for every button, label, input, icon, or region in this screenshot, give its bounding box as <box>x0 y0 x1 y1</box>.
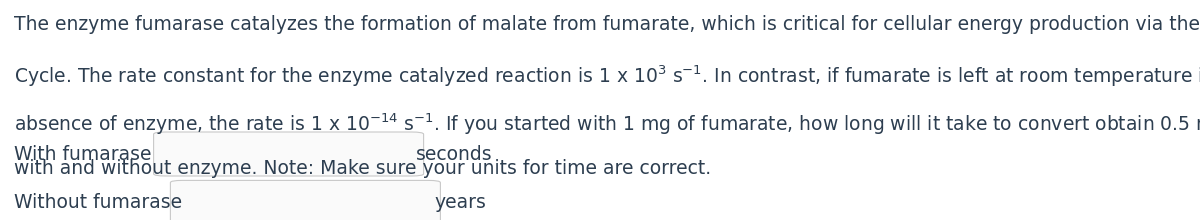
Text: seconds: seconds <box>416 145 493 163</box>
Text: Without fumarase: Without fumarase <box>14 193 182 212</box>
FancyBboxPatch shape <box>154 132 424 176</box>
Text: years: years <box>434 193 486 212</box>
FancyBboxPatch shape <box>170 180 440 220</box>
Text: with and without enzyme. Note: Make sure your units for time are correct.: with and without enzyme. Note: Make sure… <box>14 159 712 178</box>
Text: With fumarase: With fumarase <box>14 145 152 163</box>
Text: absence of enzyme, the rate is 1 x 10$^{\mathregular{-14}}$ s$^{\mathregular{-1}: absence of enzyme, the rate is 1 x 10$^{… <box>14 111 1200 137</box>
Text: Cycle. The rate constant for the enzyme catalyzed reaction is 1 x 10$^{\mathregu: Cycle. The rate constant for the enzyme … <box>14 63 1200 89</box>
Text: The enzyme fumarase catalyzes the formation of malate from fumarate, which is cr: The enzyme fumarase catalyzes the format… <box>14 15 1200 34</box>
